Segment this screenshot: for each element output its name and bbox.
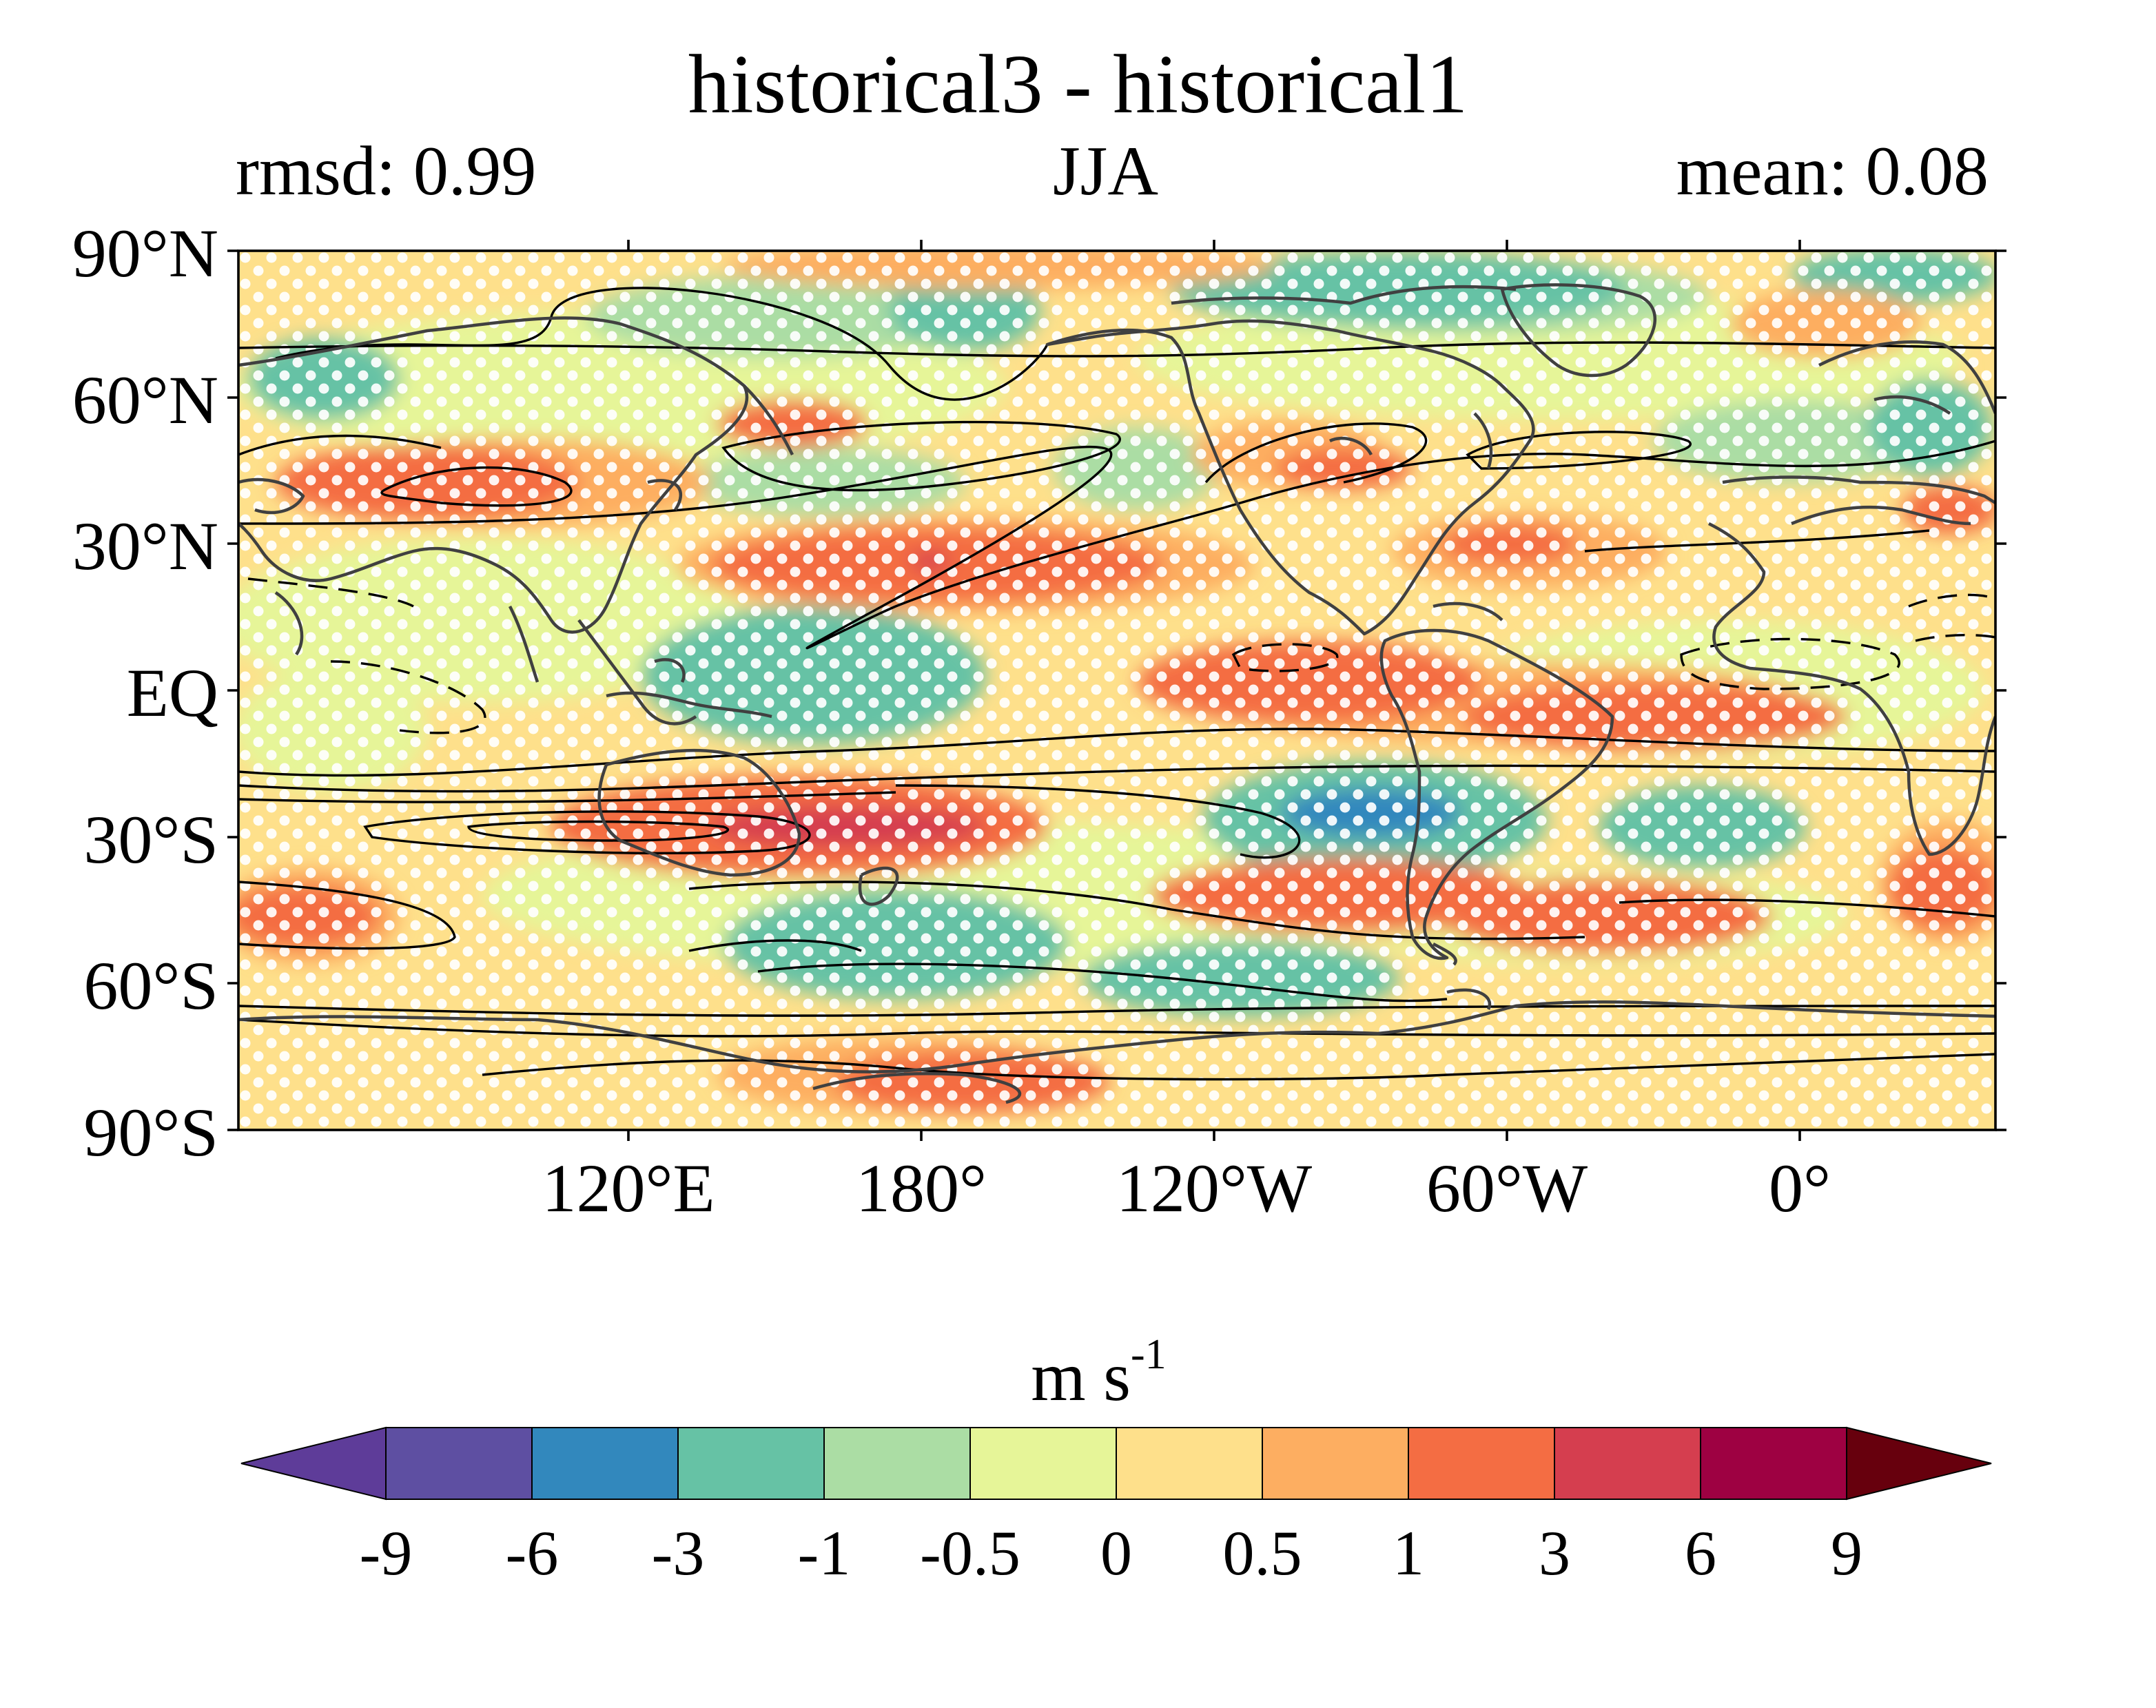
lat-label-30s: 30°S	[83, 801, 218, 878]
map-frame	[227, 240, 2006, 1141]
colorbar-tick-label: 6	[1685, 1518, 1716, 1588]
lat-label-90s: 90°S	[83, 1094, 218, 1171]
negative-contours	[247, 577, 1995, 734]
colorbar-segment	[1554, 1427, 1701, 1500]
colorbar-tick-label: -3	[651, 1518, 705, 1588]
colorbar-segment	[531, 1427, 679, 1500]
colorbar-extend-low	[240, 1426, 387, 1501]
colorbar-tick-label: -9	[359, 1518, 413, 1588]
colorbar-tick-label: -1	[797, 1518, 851, 1588]
colorbar-tick-label: 3	[1539, 1518, 1570, 1588]
lat-label-eq: EQ	[126, 655, 218, 731]
climatology-contours	[238, 287, 1995, 1081]
lat-label-30n: 30°N	[72, 508, 218, 584]
mean-label: mean: 0.08	[1676, 132, 1989, 210]
lon-label-180: 180°	[856, 1150, 987, 1226]
lat-label-90n: 90°N	[72, 215, 218, 291]
unit-base: m s	[1031, 1338, 1131, 1416]
lat-label-60s: 60°S	[83, 947, 218, 1024]
lon-label-0: 0°	[1769, 1150, 1831, 1226]
colorbar-tick-label: -6	[505, 1518, 559, 1588]
colorbar-segment	[677, 1427, 825, 1500]
coastlines	[238, 283, 1995, 1104]
lon-label-60w: 60°W	[1426, 1150, 1588, 1226]
colorbar-unit: m s-1	[0, 1333, 2156, 1412]
colorbar-segment	[385, 1427, 533, 1500]
colorbar-tick-label: -0.5	[920, 1518, 1020, 1588]
colorbar	[240, 1426, 1992, 1501]
lat-ticks	[227, 249, 2006, 1131]
colorbar-extend-high	[1846, 1426, 1992, 1501]
colorbar-segment	[969, 1427, 1117, 1500]
unit-exponent: -1	[1130, 1331, 1167, 1378]
lon-ticks	[627, 240, 1801, 1141]
colorbar-segment	[1700, 1427, 1847, 1500]
colorbar-tick-label: 9	[1831, 1518, 1862, 1588]
colorbar-segment	[823, 1427, 971, 1500]
rmsd-label: rmsd: 0.99	[236, 132, 537, 210]
map-title: historical3 - historical1	[688, 38, 1468, 131]
lat-label-60n: 60°N	[72, 362, 218, 438]
colorbar-segment	[1408, 1427, 1555, 1500]
colorbar-segment	[1262, 1427, 1409, 1500]
colorbar-segment	[1116, 1427, 1263, 1500]
significance-stippling	[238, 251, 1995, 1130]
lon-label-120w: 120°W	[1116, 1150, 1313, 1226]
colorbar-tick-label: 0.5	[1222, 1518, 1302, 1588]
colorbar-tick-label: 0	[1100, 1518, 1132, 1588]
lon-label-120e: 120°E	[542, 1150, 715, 1226]
season-label: JJA	[1052, 132, 1159, 210]
colorbar-tick-label: 1	[1393, 1518, 1424, 1588]
map-panel	[238, 251, 1995, 1130]
